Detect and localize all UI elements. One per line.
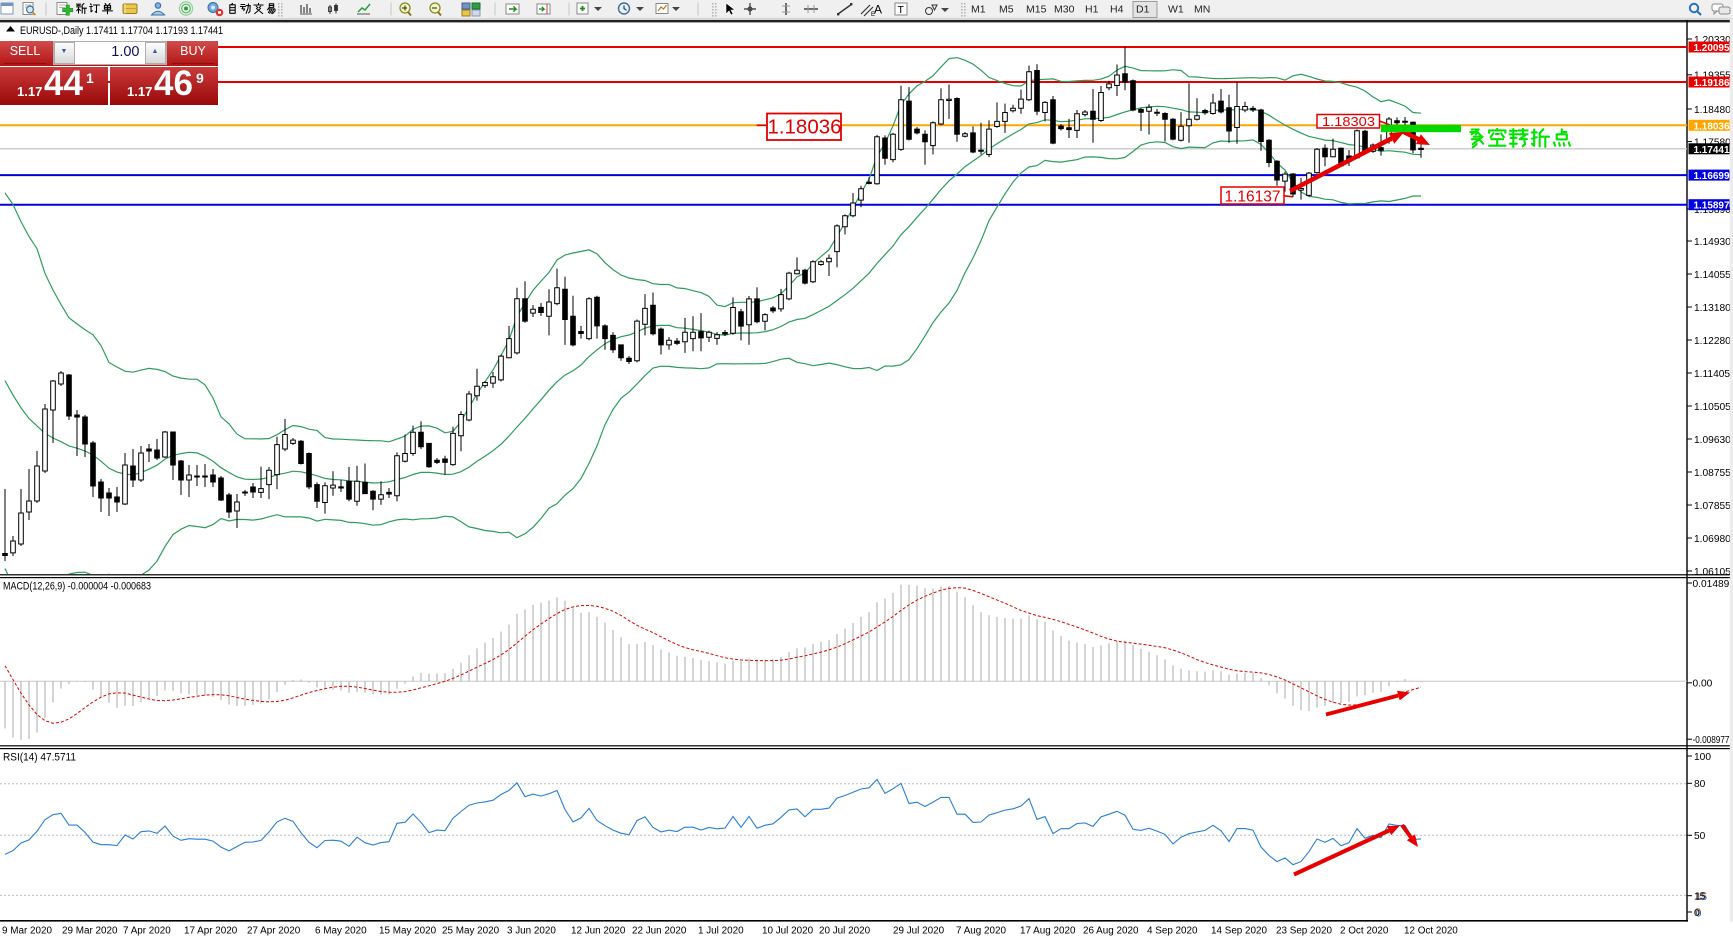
svg-text:2 Oct 2020: 2 Oct 2020 [1340, 926, 1389, 937]
svg-text:100: 100 [1694, 752, 1711, 763]
svg-text:14 Sep 2020: 14 Sep 2020 [1211, 926, 1268, 937]
svg-text:6 May 2020: 6 May 2020 [315, 926, 367, 937]
svg-text:T: T [898, 4, 905, 16]
svg-text:29 Jul 2020: 29 Jul 2020 [893, 926, 945, 937]
svg-text:1.14930: 1.14930 [1694, 237, 1731, 248]
svg-text:1 Jul 2020: 1 Jul 2020 [698, 926, 744, 937]
svg-text:0: 0 [1696, 909, 1702, 920]
svg-text:MN: MN [1194, 4, 1210, 16]
svg-text:1.11405: 1.11405 [1694, 369, 1730, 380]
svg-text:1.08755: 1.08755 [1694, 468, 1731, 479]
svg-text:1.09630: 1.09630 [1694, 435, 1731, 446]
svg-text:RSI(14) 47.5711: RSI(14) 47.5711 [3, 752, 76, 764]
svg-text:1.13180: 1.13180 [1694, 303, 1731, 314]
svg-text:1.10505: 1.10505 [1694, 402, 1731, 413]
svg-text:17 Aug 2020: 17 Aug 2020 [1020, 926, 1076, 937]
svg-text:MACD(12,26,9) -0.000004 -0.000: MACD(12,26,9) -0.000004 -0.000683 [3, 581, 151, 593]
svg-text:1.17580: 1.17580 [1694, 137, 1731, 148]
svg-text:M5: M5 [999, 4, 1014, 16]
svg-text:0.00: 0.00 [1693, 679, 1713, 690]
svg-text:1.20330: 1.20330 [1694, 35, 1731, 46]
svg-text:M1: M1 [971, 4, 986, 16]
svg-text:80: 80 [1694, 779, 1706, 790]
svg-text:-0.008977: -0.008977 [1693, 735, 1730, 746]
svg-text:H1: H1 [1085, 4, 1099, 16]
svg-text:10 Jul 2020: 10 Jul 2020 [762, 926, 814, 937]
svg-text:0.01489: 0.01489 [1693, 579, 1730, 590]
svg-text:4 Sep 2020: 4 Sep 2020 [1147, 926, 1198, 937]
svg-text:15: 15 [1696, 892, 1708, 903]
svg-text:12 Jun 2020: 12 Jun 2020 [571, 926, 626, 937]
svg-text:1.15897: 1.15897 [1694, 201, 1730, 212]
svg-text:26 Aug 2020: 26 Aug 2020 [1083, 926, 1139, 937]
svg-text:1.06105: 1.06105 [1694, 567, 1731, 578]
svg-text:15: 15 [1694, 892, 1706, 903]
svg-text:17 Apr 2020: 17 Apr 2020 [184, 926, 238, 937]
svg-text:1.06980: 1.06980 [1694, 534, 1731, 545]
svg-text:3 Jun 2020: 3 Jun 2020 [507, 926, 556, 937]
svg-text:1.18036: 1.18036 [1694, 121, 1730, 132]
svg-text:EURUSD-,Daily 1.17411 1.17704: EURUSD-,Daily 1.17411 1.17704 1.17193 1.… [20, 25, 223, 37]
svg-text:1.18303: 1.18303 [1322, 114, 1375, 129]
svg-text:1.16137: 1.16137 [1225, 189, 1281, 206]
svg-text:1.20095: 1.20095 [1694, 43, 1730, 54]
svg-text:1.18036: 1.18036 [767, 116, 841, 139]
svg-text:M30: M30 [1054, 4, 1075, 16]
svg-text:22 Jun 2020: 22 Jun 2020 [632, 926, 687, 937]
svg-text:M15: M15 [1026, 4, 1047, 16]
svg-text:A: A [874, 3, 882, 17]
svg-text:9 Mar 2020: 9 Mar 2020 [2, 926, 52, 937]
svg-text:1.19355: 1.19355 [1694, 71, 1731, 82]
svg-text:0: 0 [1694, 908, 1700, 919]
svg-text:29 Mar 2020: 29 Mar 2020 [62, 926, 118, 937]
svg-text:1.16699: 1.16699 [1694, 171, 1730, 182]
svg-text:15 May 2020: 15 May 2020 [379, 926, 437, 937]
svg-text:D1: D1 [1136, 4, 1150, 16]
svg-text:27 Apr 2020: 27 Apr 2020 [247, 926, 301, 937]
svg-text:1.07855: 1.07855 [1694, 501, 1731, 512]
svg-text:1.12280: 1.12280 [1694, 336, 1731, 347]
svg-text:50: 50 [1694, 831, 1706, 842]
svg-text:1.17441: 1.17441 [1694, 145, 1730, 156]
svg-text:1.19186: 1.19186 [1694, 78, 1730, 89]
svg-text:0: 0 [1695, 907, 1701, 918]
svg-text:12 Oct 2020: 12 Oct 2020 [1404, 926, 1458, 937]
svg-text:20 Jul 2020: 20 Jul 2020 [819, 926, 871, 937]
svg-text:7 Apr 2020: 7 Apr 2020 [123, 926, 171, 937]
svg-text:15: 15 [1695, 891, 1707, 902]
svg-text:25 May 2020: 25 May 2020 [442, 926, 500, 937]
svg-text:7 Aug 2020: 7 Aug 2020 [956, 926, 1006, 937]
svg-text:1.18480: 1.18480 [1694, 105, 1731, 116]
svg-text:23 Sep 2020: 23 Sep 2020 [1276, 926, 1333, 937]
svg-text:W1: W1 [1168, 4, 1184, 16]
svg-text:E: E [871, 12, 875, 18]
svg-text:1.15890: 1.15890 [1694, 205, 1731, 216]
svg-text:H4: H4 [1110, 4, 1124, 16]
svg-text:1.14055: 1.14055 [1694, 270, 1731, 281]
